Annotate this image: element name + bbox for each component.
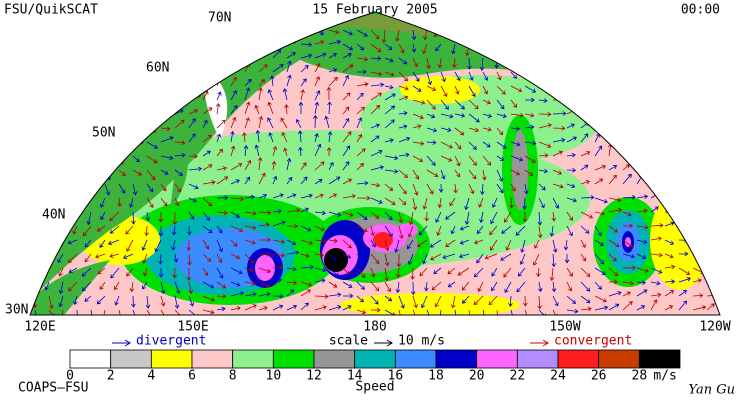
colorbar-swatch <box>638 349 681 369</box>
colorbar-label: 18 <box>428 369 444 384</box>
lon-label: 120E <box>24 320 55 335</box>
lat-label: 30N <box>5 303 28 318</box>
colorbar-title: Speed <box>355 380 394 395</box>
colorbar-label: 6 <box>188 369 196 384</box>
colorbar-label: 12 <box>306 369 322 384</box>
colorbar-unit: m/s <box>653 369 676 384</box>
colorbar-label: 0 <box>66 369 74 384</box>
time: 00:00 <box>681 3 720 18</box>
colorbar-label: 10 <box>266 369 282 384</box>
colorbar-swatch <box>598 349 640 369</box>
signature: Yan Gu <box>688 383 735 398</box>
convergent-arrow <box>530 339 549 347</box>
colorbar-label: 26 <box>591 369 607 384</box>
colorbar-label: 24 <box>550 369 566 384</box>
colorbar-label: 16 <box>388 369 404 384</box>
colorbar-swatch <box>69 349 112 369</box>
colorbar-swatch <box>191 349 234 369</box>
scale-arrow <box>374 339 393 347</box>
divergent-label: divergent <box>136 334 206 349</box>
lat-label: 60N <box>146 61 169 76</box>
map-border <box>29 11 721 316</box>
colorbar-swatch <box>435 349 478 369</box>
lat-label: 50N <box>92 126 115 141</box>
colorbar-swatch <box>557 349 600 369</box>
colorbar-swatch <box>150 349 193 369</box>
lon-label: 150E <box>177 320 208 335</box>
date: 15 February 2005 <box>312 3 437 18</box>
colorbar-swatch <box>272 349 315 369</box>
colorbar-label: 14 <box>347 369 363 384</box>
title: FSU/QuikSCAT <box>4 3 98 18</box>
divergent-arrow <box>112 339 131 347</box>
scale-label: scale <box>329 334 368 349</box>
colorbar-label: 4 <box>147 369 155 384</box>
colorbar-swatch <box>232 349 274 369</box>
colorbar-swatch <box>394 349 437 369</box>
colorbar: 0 2 4 6 8 10 12 14 16 18 20 22 24 26 28 m/s <box>66 349 681 384</box>
colorbar-label: 20 <box>469 369 485 384</box>
colorbar-label: 8 <box>229 369 237 384</box>
colorbar-swatch <box>516 349 559 369</box>
convergent-label: convergent <box>554 334 632 349</box>
colorbar-swatch <box>354 349 396 369</box>
scale-value: 10 m/s <box>398 334 445 349</box>
colorbar-swatch <box>110 349 152 369</box>
legend: divergent scale 10 m/s convergent <box>112 334 632 349</box>
lat-label: 70N <box>208 11 231 26</box>
colorbar-label: 2 <box>107 369 115 384</box>
lon-label: 150W <box>549 320 580 335</box>
footer-left: COAPS–FSU <box>18 381 88 396</box>
colorbar-label: 28 <box>632 369 648 384</box>
lon-label: 120W <box>699 320 730 335</box>
lon-label: 180 <box>363 320 386 335</box>
colorbar-label: 22 <box>510 369 526 384</box>
colorbar-swatch <box>313 349 356 369</box>
colorbar-swatch <box>476 349 518 369</box>
lat-label: 40N <box>42 208 65 223</box>
